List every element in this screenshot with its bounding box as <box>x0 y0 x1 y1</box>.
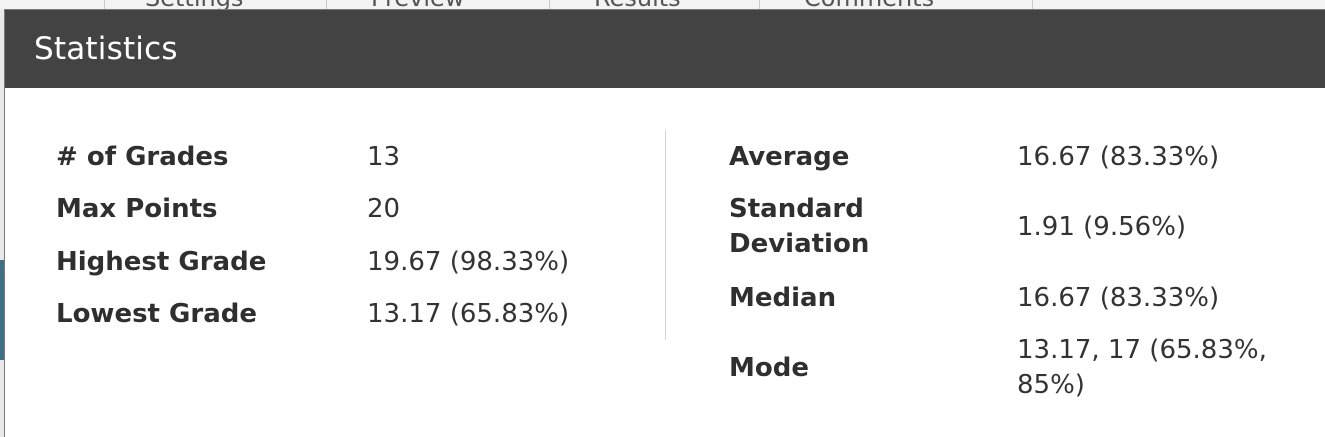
stat-value: 20 <box>367 194 401 224</box>
stat-value: 13.17 (65.83%) <box>367 299 570 329</box>
stat-label: Mode <box>729 353 809 383</box>
background-tab-settings[interactable]: Settings <box>104 0 327 10</box>
stat-label: Standard Deviation <box>729 194 870 259</box>
stat-row-lowest-grade: Lowest Grade <box>56 297 257 332</box>
stat-row-max-points: Max Points <box>56 192 217 227</box>
stat-value: 13 <box>367 142 401 172</box>
background-tab-results[interactable]: Results <box>549 0 760 10</box>
stat-value: 13.17, 17 (65.83%, 85%) <box>1017 335 1267 400</box>
stat-row-standard-deviation: Standard Deviation <box>729 192 929 262</box>
background-tab-label: Settings <box>105 0 327 10</box>
background-tab-comments[interactable]: Comments <box>759 0 1033 10</box>
stat-value: 16.67 (83.33%) <box>1017 283 1220 313</box>
stat-label: Average <box>729 142 850 172</box>
stat-row-mode: Mode <box>729 351 809 386</box>
background-tab-label: Results <box>550 0 760 10</box>
column-divider <box>665 130 666 340</box>
stat-label: Max Points <box>56 194 218 224</box>
statistics-dialog: Statistics # of Grades 13 Max Points 20 … <box>4 9 1325 437</box>
statistics-body: # of Grades 13 Max Points 20 Highest Gra… <box>5 88 1325 437</box>
stat-value: 19.67 (98.33%) <box>367 247 570 277</box>
dialog-header: Statistics <box>5 10 1325 88</box>
stat-label: Median <box>729 283 837 313</box>
background-sidebar-strip <box>0 260 6 360</box>
stat-row-average: Average <box>729 140 849 175</box>
background-tab-bar: Settings Preview Results Comments <box>0 0 1325 10</box>
stat-value: 1.91 (9.56%) <box>1017 212 1187 242</box>
background-tab-preview[interactable]: Preview <box>326 0 550 10</box>
background-tab-label: Preview <box>327 0 550 10</box>
stat-label: Highest Grade <box>56 247 267 277</box>
stat-label: # of Grades <box>56 142 229 172</box>
stat-row-median: Median <box>729 281 836 316</box>
dialog-title: Statistics <box>34 31 178 67</box>
stat-value: 16.67 (83.33%) <box>1017 142 1220 172</box>
stat-row-number-of-grades: # of Grades <box>56 140 229 175</box>
stat-label: Lowest Grade <box>56 299 257 329</box>
stat-row-highest-grade: Highest Grade <box>56 245 266 280</box>
background-tab-label: Comments <box>760 0 1032 10</box>
